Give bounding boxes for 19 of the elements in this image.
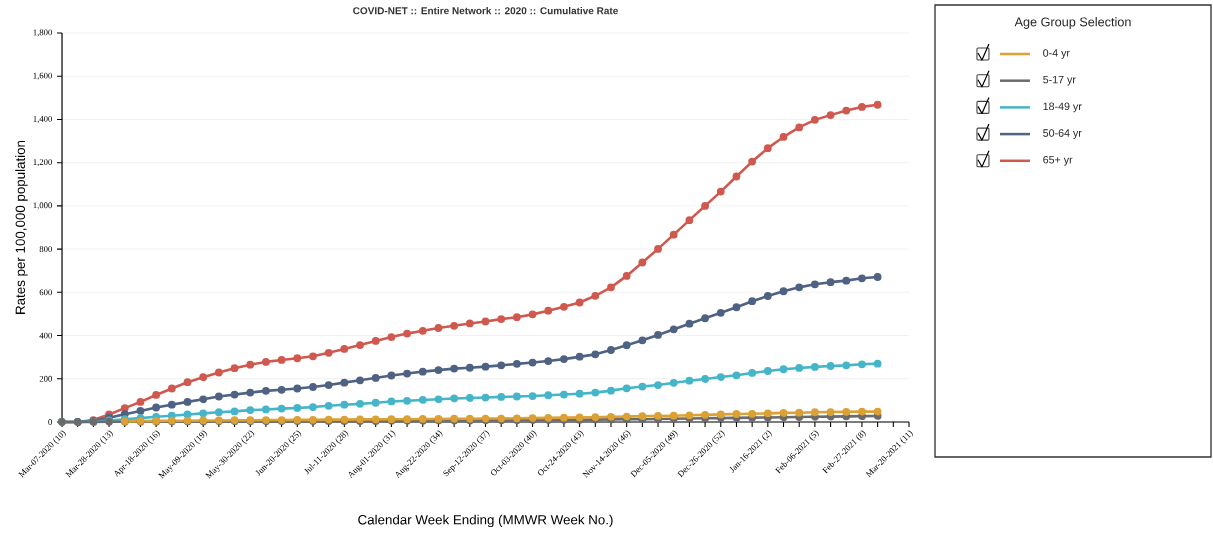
y-tick-label: 400 [39, 332, 52, 339]
legend-label: 18-49 yr [1043, 102, 1082, 113]
legend-label: 5-17 yr [1043, 75, 1076, 86]
y-tick-label: 600 [39, 289, 52, 296]
y-tick-label: 800 [39, 246, 52, 253]
y-tick-label: 200 [39, 375, 52, 382]
legend-label: 0-4 yr [1043, 49, 1070, 59]
chart-title: COVID-NET :: Entire Network :: 2020 :: Cumulative Rate [353, 6, 618, 15]
y-tick-label: 0 [48, 419, 52, 425]
legend-label: 50-64 yr [1043, 129, 1082, 139]
x-axis-title: Calendar Week Ending (MMWR Week No.) [358, 514, 613, 528]
legend-title: Age Group Selection [1014, 17, 1131, 29]
y-tick-label: 1,600 [33, 72, 52, 80]
y-tick-label: 1,800 [33, 29, 52, 37]
y-tick-label: 1,200 [33, 159, 52, 167]
legend-label: 65+ yr [1043, 155, 1073, 166]
y-axis-title: Rates per 100,000 population [15, 140, 28, 314]
y-tick-label: 1,400 [33, 115, 52, 123]
y-tick-label: 1,000 [33, 202, 52, 210]
